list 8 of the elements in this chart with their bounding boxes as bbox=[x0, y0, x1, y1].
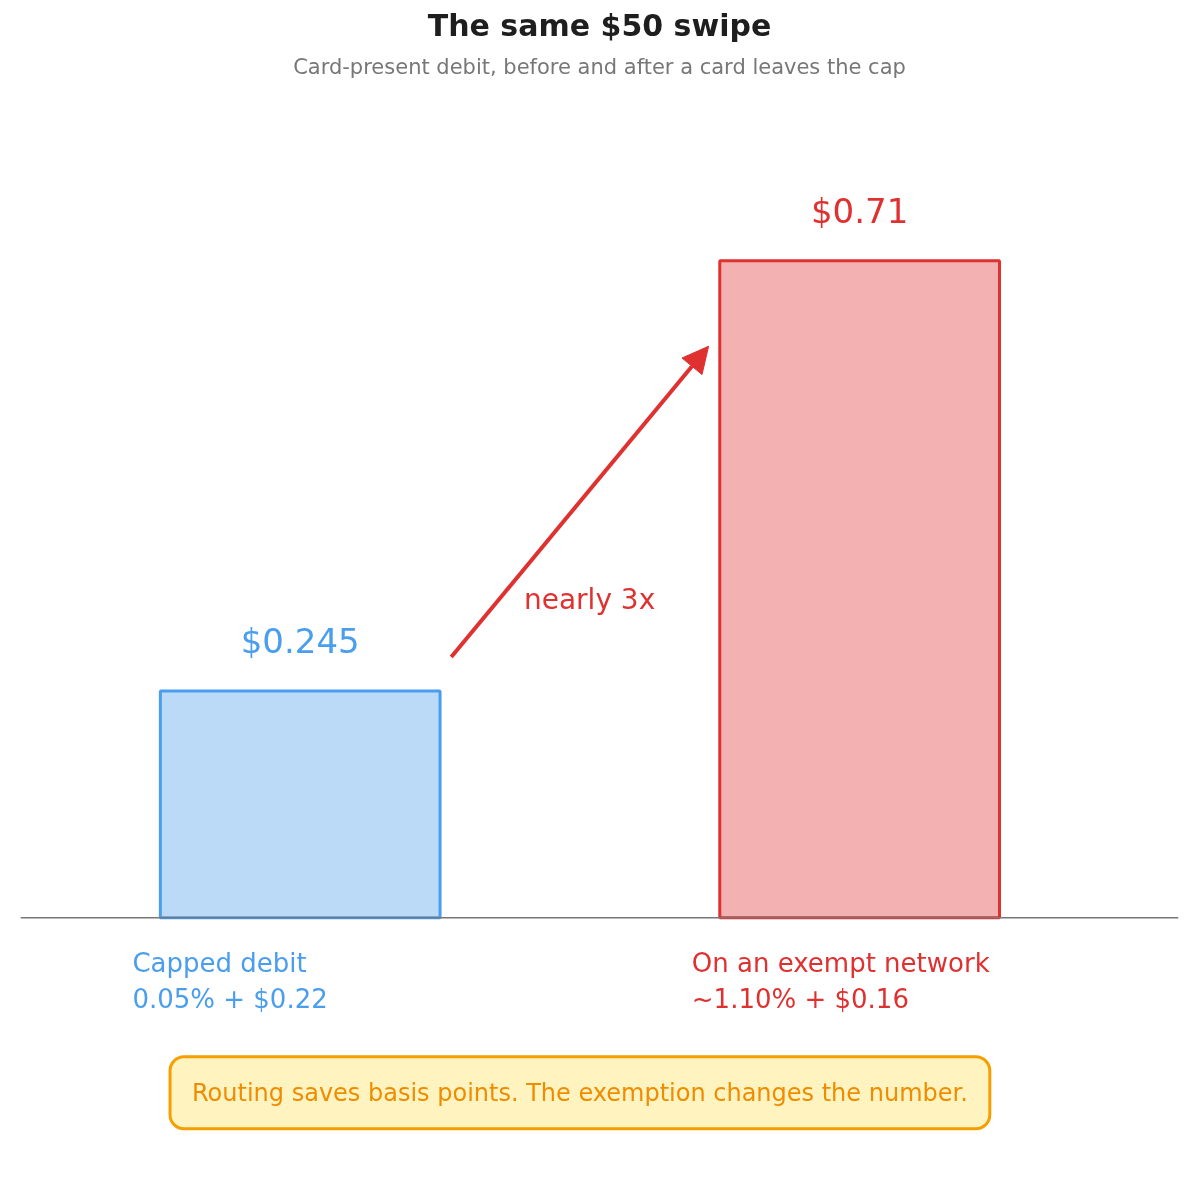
data-label: $0.71 bbox=[810, 190, 909, 231]
data-label: $0.245 bbox=[240, 621, 360, 662]
annotation: nearly 3x bbox=[523, 583, 656, 617]
text: Routing saves basis points. The exemption changes the number. bbox=[192, 1078, 968, 1107]
chart-title: The same $50 swipe bbox=[427, 7, 772, 43]
chart-subtitle: Card-present debit, before and after a card leaves the cap bbox=[293, 54, 906, 79]
x-tick-label: On an exempt network ~1.10% + $0.16 bbox=[691, 947, 990, 1014]
x-tick-label: Capped debit 0.05% + $0.22 bbox=[132, 947, 328, 1014]
